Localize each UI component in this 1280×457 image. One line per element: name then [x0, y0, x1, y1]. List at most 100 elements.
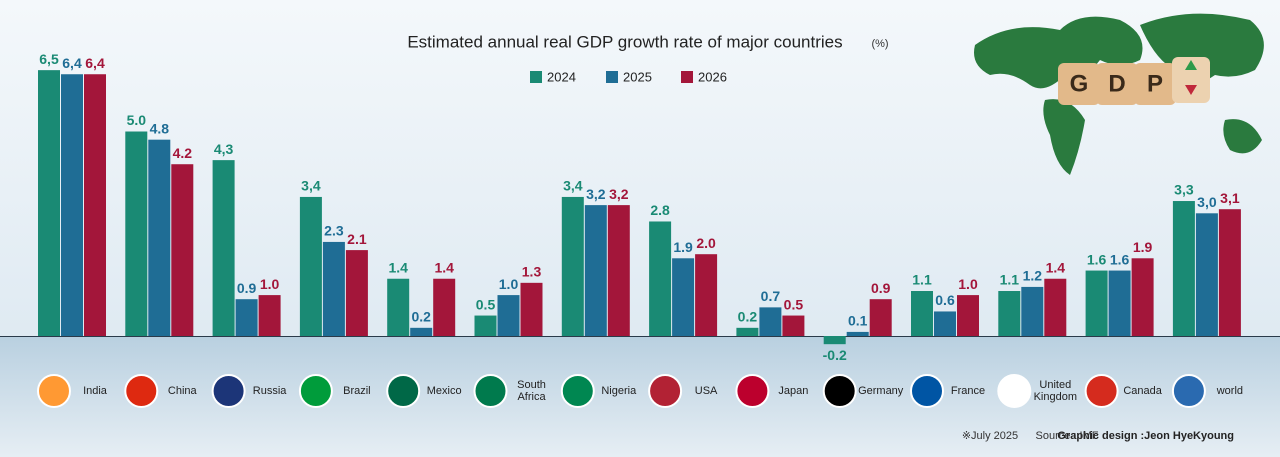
credit: Graphic design :Jeon HyeKyoung: [1057, 430, 1234, 442]
bar: [561, 196, 584, 336]
graphic-letter: G: [1070, 70, 1089, 97]
bar: [212, 160, 235, 336]
flag: [648, 374, 683, 408]
bar: [1218, 209, 1241, 336]
data-label: 0.5: [784, 296, 804, 312]
data-label: 2.3: [324, 223, 344, 239]
flag: [298, 374, 333, 408]
data-label: 1.9: [673, 239, 693, 255]
bar: [782, 315, 805, 336]
data-label: 1.0: [958, 276, 978, 292]
bar: [84, 74, 106, 337]
data-label: 3,4: [563, 178, 583, 194]
flag: [735, 374, 770, 408]
data-label: 1.0: [260, 276, 280, 292]
bar: [125, 131, 148, 336]
bar: [1044, 278, 1067, 336]
data-label: 1.4: [1046, 259, 1066, 275]
flag: [822, 374, 857, 408]
data-label: 0.1: [848, 313, 868, 329]
legend-swatch: [530, 71, 542, 83]
data-label: 4.2: [173, 145, 193, 161]
bar: [1172, 201, 1195, 336]
flag: [997, 374, 1032, 408]
bar: [299, 196, 322, 336]
bar: [759, 307, 782, 336]
country-name: Japan: [778, 385, 809, 397]
graphic-letter: D: [1108, 70, 1125, 97]
data-label: 2.8: [650, 202, 670, 218]
bar: [61, 74, 83, 337]
legend-label: 2024: [547, 69, 576, 84]
data-label: 1.6: [1087, 251, 1107, 267]
bar: [410, 327, 433, 336]
country-name: South Africa: [517, 379, 546, 403]
bar: [235, 299, 258, 336]
country-name: Russia: [252, 385, 287, 397]
data-label: 4.8: [150, 120, 170, 136]
data-label: 1.9: [1133, 239, 1153, 255]
data-label: 6,4: [62, 55, 82, 71]
data-label: 0.5: [476, 296, 496, 312]
legend-swatch: [606, 71, 618, 83]
flag: [1084, 374, 1119, 408]
country-name: United Kingdom: [1033, 379, 1077, 403]
bar: [38, 70, 60, 337]
country-name: Mexico: [426, 385, 462, 397]
bar: [1131, 258, 1154, 336]
data-label: 3,0: [1197, 194, 1217, 210]
data-label: -0.2: [823, 347, 847, 363]
country-name: Nigeria: [601, 385, 637, 397]
flag: [1171, 374, 1206, 408]
bar: [998, 291, 1021, 336]
bar: [584, 205, 607, 336]
bar: [148, 139, 171, 336]
country-name: China: [167, 385, 197, 397]
country-name: USA: [694, 385, 718, 397]
country-name: Brazil: [343, 385, 371, 397]
data-label: 1.4: [434, 259, 454, 275]
bar: [474, 315, 497, 336]
bar: [823, 336, 846, 345]
data-label: 1.0: [499, 276, 519, 292]
data-label: 0.9: [871, 280, 891, 296]
bar: [171, 164, 194, 336]
legend-label: 2026: [698, 69, 727, 84]
data-label: 1.4: [388, 259, 408, 275]
flag: [124, 374, 159, 408]
flag: [910, 374, 944, 408]
bar: [520, 282, 543, 336]
bar: [345, 250, 368, 336]
bar: [649, 221, 672, 336]
bar: [1085, 270, 1108, 336]
data-label: 3,2: [586, 186, 606, 202]
data-label: 3,2: [609, 186, 629, 202]
data-label: 3,1: [1220, 190, 1240, 206]
flag: [37, 374, 71, 408]
bar: [387, 278, 410, 336]
legend-swatch: [681, 71, 693, 83]
graphic-letter: P: [1147, 70, 1163, 97]
bar: [433, 278, 456, 336]
bar: [1195, 213, 1218, 336]
country-name: world: [1216, 385, 1244, 397]
bar: [1021, 286, 1044, 336]
data-label: 3,3: [1174, 182, 1194, 198]
bar: [322, 241, 345, 336]
unit-label: (%): [871, 38, 888, 50]
flag: [211, 374, 246, 408]
data-label: 0.2: [738, 309, 758, 325]
data-label: 2.0: [696, 235, 716, 251]
flag: [473, 374, 508, 408]
flag: [386, 374, 421, 408]
bar: [672, 258, 695, 336]
bar: [869, 299, 892, 336]
country-name: Canada: [1123, 385, 1162, 397]
data-label: 1.2: [1023, 268, 1043, 284]
bar: [736, 327, 759, 336]
data-label: 1.1: [1000, 272, 1020, 288]
data-label: 0.2: [411, 309, 431, 325]
bar: [1108, 270, 1131, 336]
bar: [258, 295, 281, 336]
